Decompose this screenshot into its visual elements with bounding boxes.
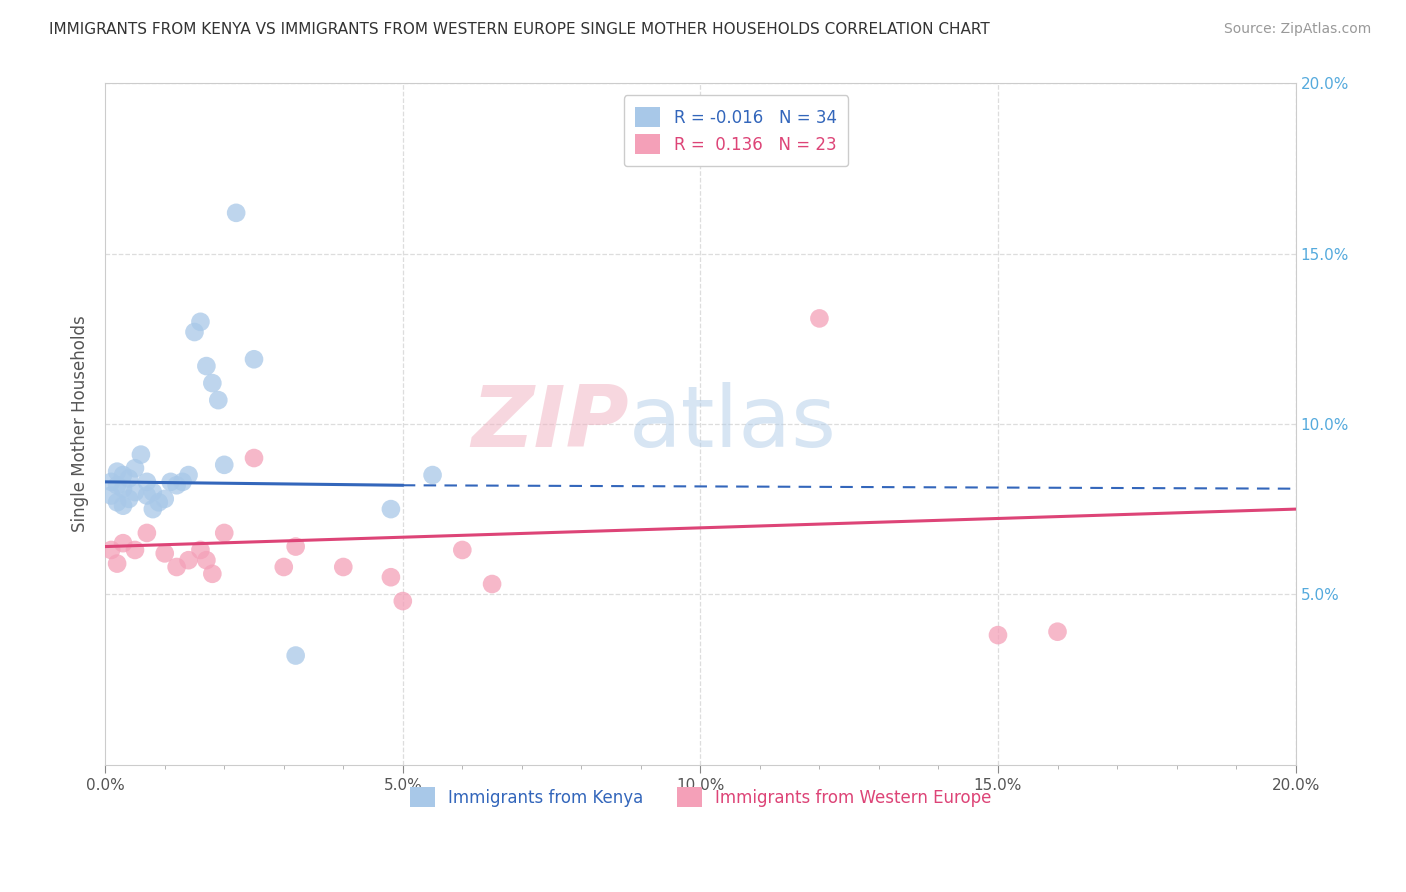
Point [195, 553, 218, 567]
Point [183, 325, 205, 339]
Point [332, 560, 354, 574]
Point [124, 485, 146, 500]
Point [481, 577, 503, 591]
Point [135, 475, 157, 489]
Point [207, 393, 229, 408]
Text: IMMIGRANTS FROM KENYA VS IMMIGRANTS FROM WESTERN EUROPE SINGLE MOTHER HOUSEHOLDS: IMMIGRANTS FROM KENYA VS IMMIGRANTS FROM… [49, 22, 990, 37]
Point [391, 594, 413, 608]
Text: ZIP: ZIP [471, 383, 628, 466]
Point [135, 488, 157, 502]
Point [284, 648, 307, 663]
Point [201, 566, 224, 581]
Point [166, 560, 188, 574]
Text: atlas: atlas [628, 383, 837, 466]
Point [124, 461, 146, 475]
Point [284, 540, 307, 554]
Point [118, 471, 141, 485]
Point [135, 525, 157, 540]
Point [451, 543, 474, 558]
Point [380, 502, 402, 516]
Point [105, 478, 128, 492]
Y-axis label: Single Mother Households: Single Mother Households [72, 316, 89, 533]
Point [112, 536, 135, 550]
Point [273, 560, 295, 574]
Point [112, 482, 135, 496]
Point [808, 311, 831, 326]
Text: Source: ZipAtlas.com: Source: ZipAtlas.com [1223, 22, 1371, 37]
Point [190, 543, 212, 558]
Point [148, 495, 170, 509]
Point [153, 546, 176, 560]
Point [172, 475, 194, 489]
Point [1046, 624, 1069, 639]
Point [105, 465, 128, 479]
Point [112, 468, 135, 483]
Point [987, 628, 1010, 642]
Point [195, 359, 218, 373]
Point [190, 315, 212, 329]
Point [201, 376, 224, 390]
Point [100, 488, 122, 502]
Point [100, 543, 122, 558]
Point [422, 468, 444, 483]
Point [225, 206, 247, 220]
Point [177, 553, 200, 567]
Point [212, 458, 235, 472]
Point [105, 495, 128, 509]
Point [243, 450, 266, 465]
Point [243, 352, 266, 367]
Point [166, 478, 188, 492]
Legend: Immigrants from Kenya, Immigrants from Western Europe: Immigrants from Kenya, Immigrants from W… [404, 780, 998, 814]
Point [380, 570, 402, 584]
Point [118, 491, 141, 506]
Point [142, 502, 165, 516]
Point [142, 485, 165, 500]
Point [177, 468, 200, 483]
Point [124, 543, 146, 558]
Point [129, 448, 152, 462]
Point [159, 475, 181, 489]
Point [153, 491, 176, 506]
Point [100, 475, 122, 489]
Point [112, 499, 135, 513]
Point [212, 525, 235, 540]
Point [105, 557, 128, 571]
